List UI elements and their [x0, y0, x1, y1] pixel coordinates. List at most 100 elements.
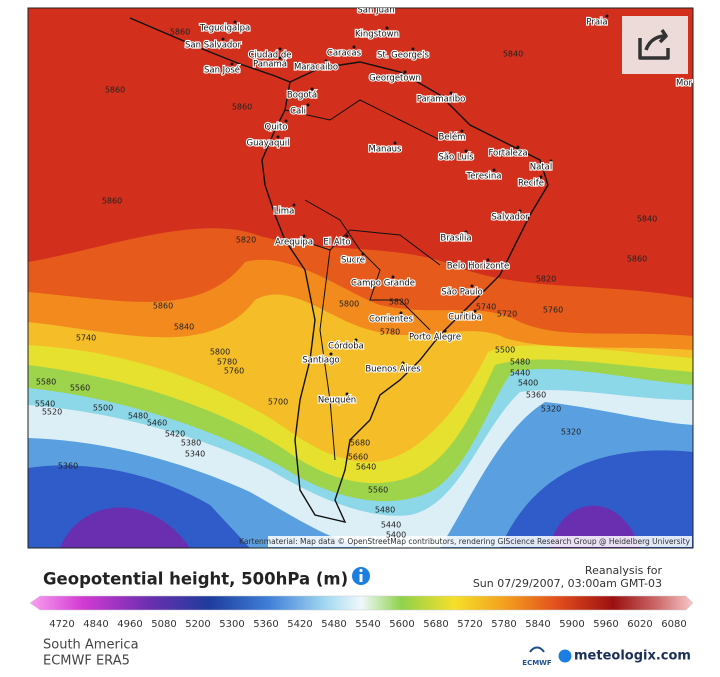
info-glyph[interactable]: [359, 568, 363, 573]
coastline: [129, 17, 549, 524]
brand: meteologix.com: [574, 649, 691, 664]
city-dot: [302, 234, 306, 238]
city-dot: [492, 168, 496, 172]
city-label: Georgetown: [369, 74, 421, 84]
colorbar-tick-label: 5200: [185, 619, 210, 630]
city-label: Córdoba: [328, 341, 364, 352]
info-glyph[interactable]: [359, 574, 363, 582]
contour-label: 5460: [147, 419, 167, 428]
city-dot: [233, 20, 237, 24]
contour-label: 5560: [70, 384, 90, 393]
field-band: [28, 450, 693, 548]
share-bg[interactable]: [622, 16, 688, 74]
city-label: Caracas: [327, 49, 362, 59]
share-icon[interactable]: [638, 29, 670, 60]
city-dot: [361, 252, 365, 256]
city-label: Cali: [290, 107, 306, 117]
colorbar-tick-label: 5420: [287, 619, 312, 630]
city-label: Panamá: [253, 60, 287, 70]
colorbar-tick-label: 5600: [389, 619, 414, 630]
city-dot: [329, 352, 333, 356]
contour-label: 5540: [35, 400, 55, 409]
contour-label: 5400: [386, 531, 406, 540]
city-label: Natal: [530, 163, 552, 173]
city-dot: [470, 284, 474, 288]
model: ECMWF ERA5: [43, 654, 130, 669]
city-label: Buenos Aires: [365, 365, 421, 375]
city-dot: [539, 175, 543, 179]
contour-label: 5560: [368, 486, 388, 495]
contour-label: 5360: [526, 391, 546, 400]
region: South America: [43, 638, 139, 653]
contour-label: 5720: [497, 310, 517, 319]
city-label: Santiago: [302, 356, 340, 366]
attribution: Kartenmaterial: Map data © OpenStreetMap…: [239, 537, 691, 546]
city-label: Praia: [586, 18, 607, 28]
city-dot: [473, 309, 477, 313]
city-dot: [393, 141, 397, 145]
city-dot: [401, 361, 405, 365]
colorbar-tick-label: 5480: [321, 619, 346, 630]
contour-label: 5680: [350, 439, 370, 448]
contour-label: 5760: [543, 306, 563, 315]
city-label: Manaus: [369, 145, 403, 155]
city-dot: [399, 311, 403, 315]
city-label: Bogotá: [287, 91, 317, 101]
contour-label: 5480: [510, 358, 530, 367]
contour-label: 5860: [102, 197, 122, 206]
city-dot: [385, 3, 388, 6]
city-dot: [324, 59, 328, 63]
city-dot: [345, 234, 349, 238]
info-button[interactable]: [352, 567, 370, 585]
colorbar-tick-label: 5900: [559, 619, 584, 630]
city-dot: [385, 26, 389, 30]
city-dot: [391, 275, 395, 279]
colorbar: [29, 595, 694, 611]
colorbar-tick-label: 5720: [457, 619, 482, 630]
city-dot: [352, 45, 356, 49]
city-dot: [310, 87, 314, 91]
city-label: Arequipa: [275, 238, 313, 248]
city-dot: [486, 258, 490, 262]
city-label: San Salvador: [185, 41, 241, 51]
contour-label: 5860: [105, 86, 125, 95]
colorbar-tick-label: 4720: [49, 619, 74, 630]
colorbar-tick-label: 5780: [491, 619, 516, 630]
colorbar-tick-label: 5300: [219, 619, 244, 630]
city-label: Brasília: [440, 234, 471, 244]
contour-label: 5500: [93, 404, 113, 413]
contour-label: 5320: [561, 428, 581, 437]
map-frame: [27, 7, 694, 549]
city-label: Porto Alegre: [409, 333, 461, 343]
colorbar-tick-label: 5080: [151, 619, 176, 630]
contour-label: 5640: [356, 463, 376, 472]
contour-label: 5860: [232, 103, 252, 112]
colorbar-tick-label: 6020: [627, 619, 652, 630]
contour-label: 5400: [518, 379, 538, 388]
contour-label: 5860: [170, 28, 190, 37]
contour-label: 5580: [36, 378, 56, 387]
city-label: Mor: [676, 79, 693, 89]
colorbar-tick-label: 5360: [253, 619, 278, 630]
share-button[interactable]: [622, 16, 688, 74]
city-label: Curitiba: [448, 313, 481, 323]
city-dot: [276, 135, 280, 139]
city-dot: [449, 91, 453, 95]
ecmwf-mark: [529, 646, 545, 653]
contour-label: 5780: [380, 328, 400, 337]
city-dot: [403, 70, 407, 74]
city-label: Guayaquil: [247, 139, 290, 149]
contour-label: 5500: [495, 346, 515, 355]
contour-label: 5840: [503, 50, 523, 59]
colorbar-tick-label: 5960: [593, 619, 618, 630]
city-label: Neuquén: [318, 395, 356, 406]
city-label: Belo Horizonte: [447, 262, 509, 272]
contour-label: 5740: [76, 334, 96, 343]
colorbar-tick-label: 6080: [661, 619, 686, 630]
brand-globe: [558, 649, 572, 663]
city-dot: [464, 230, 468, 234]
city-label: Kingstown: [355, 30, 399, 40]
city-dot: [605, 14, 609, 18]
city-dot: [411, 47, 415, 51]
